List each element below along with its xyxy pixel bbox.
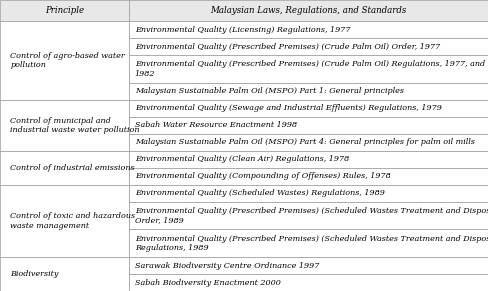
Text: Control of toxic and hazardous
waste management: Control of toxic and hazardous waste man… (10, 212, 136, 230)
Bar (129, 55, 488, 83)
Bar (129, 134, 488, 151)
Bar (129, 202, 488, 229)
Bar (129, 21, 488, 38)
Text: Sarawak Biodiversity Centre Ordinance 1997: Sarawak Biodiversity Centre Ordinance 19… (135, 262, 319, 269)
Text: Environmental Quality (Prescribed Premises) (Crude Palm Oil) Order, 1977: Environmental Quality (Prescribed Premis… (135, 43, 440, 51)
Bar (0, 100, 129, 151)
Text: Sabah Biodiversity Enactment 2000: Sabah Biodiversity Enactment 2000 (135, 278, 281, 287)
Bar (129, 83, 488, 100)
Bar (129, 168, 488, 185)
Bar (129, 0, 488, 21)
Bar (129, 274, 488, 291)
Bar (0, 257, 129, 291)
Text: Environmental Quality (Prescribed Premises) (Crude Palm Oil) Regulations, 1977, : Environmental Quality (Prescribed Premis… (135, 61, 488, 78)
Bar (129, 100, 488, 117)
Bar (129, 229, 488, 257)
Text: Environmental Quality (Prescribed Premises) (Scheduled Wastes Treatment and Disp: Environmental Quality (Prescribed Premis… (135, 235, 488, 252)
Text: Environmental Quality (Licensing) Regulations, 1977: Environmental Quality (Licensing) Regula… (135, 26, 350, 34)
Bar (0, 21, 129, 100)
Text: Environmental Quality (Clean Air) Regulations, 1978: Environmental Quality (Clean Air) Regula… (135, 155, 349, 163)
Text: Environmental Quality (Scheduled Wastes) Regulations, 1989: Environmental Quality (Scheduled Wastes)… (135, 189, 385, 197)
Text: Biodiversity: Biodiversity (10, 270, 59, 278)
Bar (129, 257, 488, 274)
Text: Sabah Water Resource Enactment 1998: Sabah Water Resource Enactment 1998 (135, 121, 297, 129)
Text: Environmental Quality (Prescribed Premises) (Scheduled Wastes Treatment and Disp: Environmental Quality (Prescribed Premis… (135, 207, 488, 224)
Text: Control of agro-based water
pollution: Control of agro-based water pollution (10, 52, 125, 69)
Bar (0, 0, 129, 21)
Text: Control of municipal and
industrial waste water pollution: Control of municipal and industrial wast… (10, 117, 140, 134)
Bar (0, 151, 129, 185)
Text: Control of industrial emissions: Control of industrial emissions (10, 164, 135, 172)
Text: Malaysian Sustainable Palm Oil (MSPO) Part 1: General principles: Malaysian Sustainable Palm Oil (MSPO) Pa… (135, 87, 404, 95)
Text: Malaysian Sustainable Palm Oil (MSPO) Part 4: General principles for palm oil mi: Malaysian Sustainable Palm Oil (MSPO) Pa… (135, 138, 474, 146)
Bar (0, 185, 129, 257)
Text: Principle: Principle (45, 6, 84, 15)
Bar (129, 38, 488, 55)
Text: Environmental Quality (Compounding of Offenses) Rules, 1978: Environmental Quality (Compounding of Of… (135, 172, 390, 180)
Bar (129, 117, 488, 134)
Bar (129, 151, 488, 168)
Text: Environmental Quality (Sewage and Industrial Effluents) Regulations, 1979: Environmental Quality (Sewage and Indust… (135, 104, 442, 112)
Bar (129, 185, 488, 202)
Text: Malaysian Laws, Regulations, and Standards: Malaysian Laws, Regulations, and Standar… (210, 6, 407, 15)
